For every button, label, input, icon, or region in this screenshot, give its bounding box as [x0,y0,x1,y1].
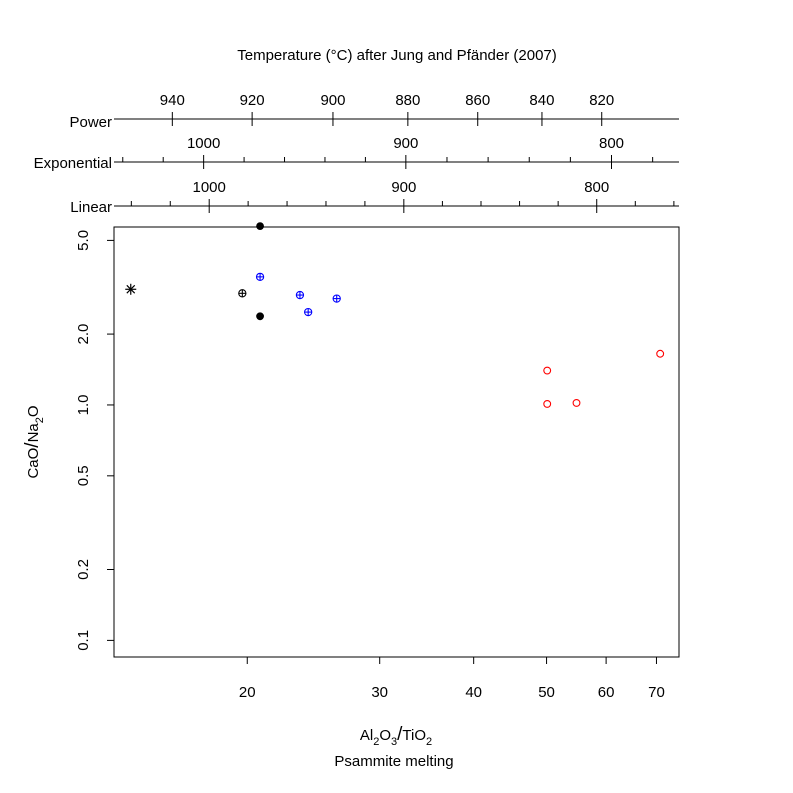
temp-tick-label: 880 [395,92,420,109]
y-tick-label: 1.0 [75,395,92,416]
data-point [543,366,552,375]
x-tick-label: 20 [239,684,256,701]
y-tick-label: 0.5 [75,465,92,486]
x-label-al: Al [360,727,373,744]
power-axis-name: Power [69,114,112,131]
exponential-axis-ticks: 1000 900 800 [122,135,654,169]
y-tick-label: 0.2 [75,559,92,580]
y-tick-label: 2.0 [75,324,92,345]
temp-tick-label: 920 [240,92,265,109]
temp-tick-label: 1000 [193,179,226,196]
temperature-axes: Power 940 920 900 880 860 840 820 Exponential … [34,92,679,216]
x-label-sub-2: 3 [391,736,397,748]
power-axis-ticks: 940 920 900 880 860 840 820 [160,92,614,126]
x-tick-label: 40 [465,684,482,701]
y-label-na: Na [25,423,42,443]
temp-tick-label: 840 [529,92,554,109]
x-tick-label: 60 [598,684,615,701]
y-label-slash: / [22,442,43,448]
temp-tick-label: 900 [391,179,416,196]
data-point [125,283,137,295]
x-label-o: O [379,727,391,744]
x-label-slash: / [397,724,403,745]
x-axis-label: Al2O3/TiO2 [360,724,432,748]
y-label-sub: 2 [34,417,46,423]
data-point [304,307,313,317]
y-label-cao: CaO [25,448,42,479]
data-point [238,289,247,298]
data-point [256,312,264,321]
temp-tick-label: 940 [160,92,185,109]
linear-axis-ticks: 1000 900 800 [130,179,675,213]
x-axis-ticks: 20 30 40 50 60 70 [239,657,665,701]
x-label-sub-3: 2 [426,736,432,748]
chart-title: Temperature (°C) after Jung and Pfänder … [237,47,557,64]
exponential-axis-name: Exponential [34,155,112,172]
linear-axis-name: Linear [70,199,112,216]
temp-tick-label: 1000 [187,135,220,152]
data-point [255,272,265,282]
temp-tick-label: 900 [320,92,345,109]
temp-tick-label: 820 [589,92,614,109]
x-tick-label: 30 [371,684,388,701]
x-tick-label: 50 [538,684,555,701]
y-tick-label: 5.0 [75,230,92,251]
x-tick-label: 70 [648,684,665,701]
x-label-tio: TiO [402,727,426,744]
y-label-o: O [25,405,42,417]
data-point [543,399,552,408]
data-point [256,222,264,231]
chart-subtitle: Psammite melting [334,753,453,770]
data-point [332,294,341,303]
temp-tick-label: 860 [465,92,490,109]
y-tick-label: 0.1 [75,630,92,651]
temp-tick-label: 800 [584,179,609,196]
plot-frame [113,226,680,658]
y-axis-label: CaO/Na2O [22,405,46,478]
temp-tick-label: 800 [599,135,624,152]
x-label-sub-1: 2 [373,736,379,748]
data-point [572,398,581,407]
y-axis-ticks: 0.1 0.2 0.5 1.0 2.0 5.0 [75,230,114,651]
data-point [295,290,305,300]
data-points [125,222,665,408]
temp-tick-label: 900 [393,135,418,152]
data-point [656,349,665,358]
